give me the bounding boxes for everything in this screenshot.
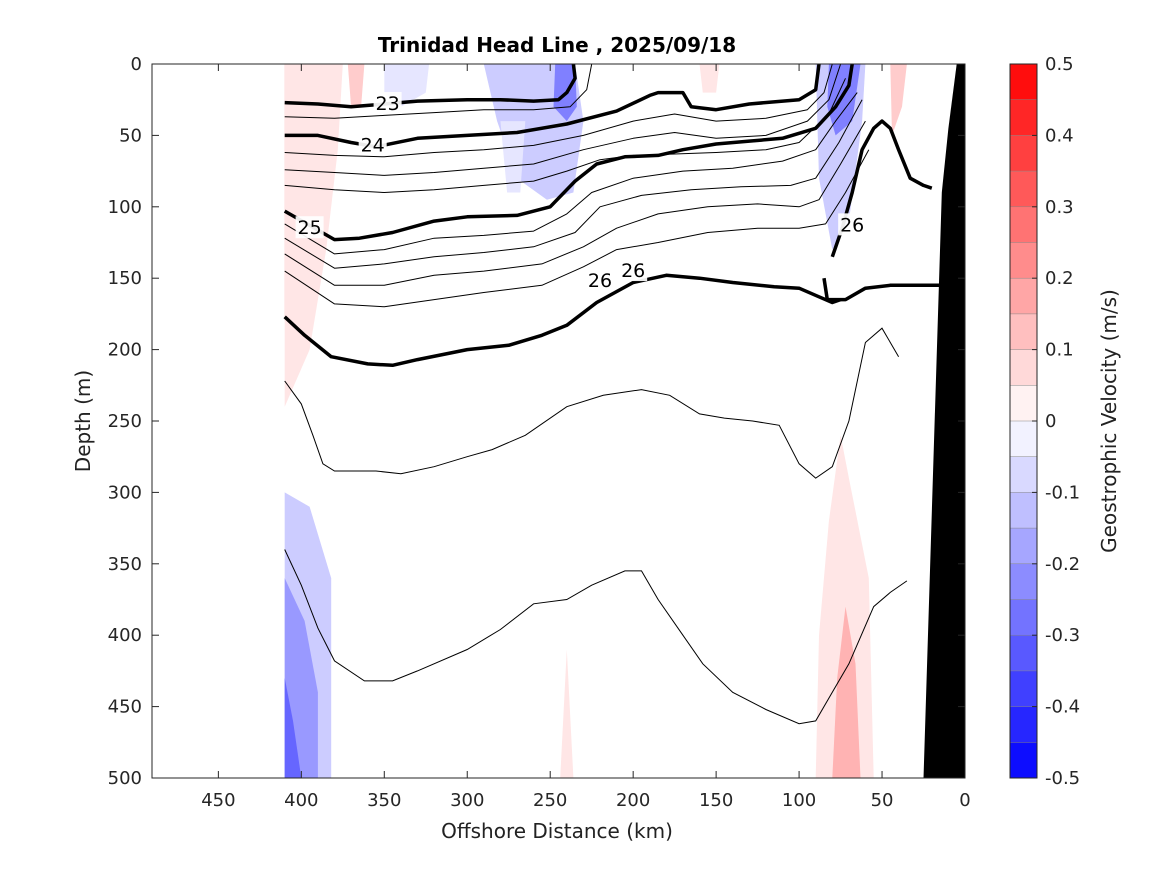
velocity-patch xyxy=(815,435,874,778)
colorbar-bin xyxy=(1010,171,1037,208)
contour-label: 24 xyxy=(361,134,385,156)
colorbar-bin xyxy=(1010,456,1037,493)
colorbar-bin xyxy=(1010,278,1037,315)
x-tick-label: 0 xyxy=(959,790,970,811)
colorbar-bin xyxy=(1010,349,1037,386)
y-tick-label: 450 xyxy=(108,697,142,718)
y-tick-label: 400 xyxy=(108,625,142,646)
velocity-patch xyxy=(560,649,574,778)
y-tick-label: 0 xyxy=(131,54,142,75)
density-contour-line xyxy=(284,78,846,193)
density-contour-bold xyxy=(830,119,933,258)
y-tick-label: 350 xyxy=(108,554,142,575)
y-tick-label: 250 xyxy=(108,411,142,432)
x-tick-label: 250 xyxy=(533,790,567,811)
colorbar-bin xyxy=(1010,242,1037,279)
colorbar-label: Geostrophic Velocity (m/s) xyxy=(1097,289,1121,553)
density-contour-line xyxy=(284,327,900,479)
colorbar-bin xyxy=(1010,385,1037,422)
colorbar-bin xyxy=(1010,313,1037,351)
x-tick-label: 450 xyxy=(201,790,235,811)
velocity-patch xyxy=(284,678,302,778)
colorbar-bin xyxy=(1010,135,1037,172)
density-contour-bold xyxy=(283,273,842,368)
colorbar: 0.5 0.4 0.3 0.2 0.1 0 -0.1 -0.2 -0.3 -0.4 -0.5 xyxy=(1009,54,1080,789)
colorbar-bin xyxy=(1010,492,1037,529)
y-axis-label: Depth (m) xyxy=(71,370,95,472)
colorbar-tick-label: 0.3 xyxy=(1045,197,1074,218)
y-tick-label: 200 xyxy=(108,340,142,361)
contour-label-bg xyxy=(295,216,324,239)
contour-label: 26 xyxy=(840,214,864,236)
density-contour-bold xyxy=(283,64,854,242)
density-contour-line xyxy=(284,64,833,158)
bathymetry-mask xyxy=(923,64,965,778)
x-tick-label: 50 xyxy=(871,790,894,811)
colorbar-bin xyxy=(1010,599,1037,636)
colorbar-bin xyxy=(1010,742,1037,779)
y-tick-label: 150 xyxy=(108,268,142,289)
contour-label: 23 xyxy=(376,93,400,115)
y-tick-label: 100 xyxy=(108,197,142,218)
colorbar-bin xyxy=(1010,635,1037,672)
contour-label: 25 xyxy=(298,217,322,239)
density-contour-line xyxy=(284,64,593,119)
velocity-patch xyxy=(500,121,526,193)
colorbar-bin xyxy=(1010,528,1037,565)
colorbar-bin xyxy=(1010,421,1037,458)
y-tick-label: 50 xyxy=(119,125,142,146)
x-tick-label: 200 xyxy=(616,790,650,811)
x-tick-label: 150 xyxy=(699,790,733,811)
velocity-patch xyxy=(890,64,907,136)
colorbar-tick-label: -0.5 xyxy=(1045,768,1080,789)
contour-label-bg xyxy=(358,133,387,156)
colorbar-bin xyxy=(1010,99,1037,136)
colorbar-tick-label: -0.2 xyxy=(1045,554,1080,575)
colorbar-tick-label: 0.1 xyxy=(1045,340,1074,361)
velocity-patch xyxy=(699,64,720,93)
x-tick-label: 400 xyxy=(284,790,318,811)
density-contour-line xyxy=(284,92,858,255)
colorbar-bin xyxy=(1010,64,1037,101)
velocity-patch xyxy=(832,606,861,778)
colorbar-bin xyxy=(1010,563,1037,600)
density-contour-line xyxy=(284,549,908,725)
x-tick-label: 300 xyxy=(450,790,484,811)
contour-label-bg xyxy=(838,213,867,236)
contour-label-bg xyxy=(619,259,648,282)
density-contour-line xyxy=(284,99,863,269)
colorbar-tick-label: 0 xyxy=(1045,411,1056,432)
colorbar-bin xyxy=(1010,670,1037,708)
x-tick-label: 100 xyxy=(782,790,816,811)
density-contour-line xyxy=(284,64,842,176)
axes: 450 400 350 300 250 200 150 100 50 00501001502002… xyxy=(108,54,971,811)
contour-label: 26 xyxy=(588,270,612,292)
density-contour-line xyxy=(284,120,866,286)
velocity-patch xyxy=(347,64,365,107)
colorbar-tick-label: -0.4 xyxy=(1045,697,1080,718)
colorbar-tick-label: 0.2 xyxy=(1045,268,1074,289)
contour-label-bg xyxy=(585,269,614,292)
y-tick-label: 500 xyxy=(108,768,142,789)
plot-area: 23 24 25 26 26 26 xyxy=(283,64,965,778)
colorbar-tick-label: -0.3 xyxy=(1045,625,1080,646)
x-tick-label: 350 xyxy=(367,790,401,811)
contour-label: 26 xyxy=(621,260,645,282)
colorbar-bin xyxy=(1010,206,1037,243)
density-contour-line xyxy=(284,149,870,308)
y-tick-label: 300 xyxy=(108,482,142,503)
colorbar-tick-label: 0.4 xyxy=(1045,125,1074,146)
density-contour-bold xyxy=(284,64,577,109)
colorbar-bin xyxy=(1010,706,1037,743)
contour-label-bg xyxy=(373,91,402,114)
x-axis-label: Offshore Distance (km) xyxy=(441,819,673,843)
colorbar-tick-label: -0.1 xyxy=(1045,482,1080,503)
chart-title: Trinidad Head Line , 2025/09/18 xyxy=(378,33,736,57)
colorbar-tick-label: 0.5 xyxy=(1045,54,1074,75)
